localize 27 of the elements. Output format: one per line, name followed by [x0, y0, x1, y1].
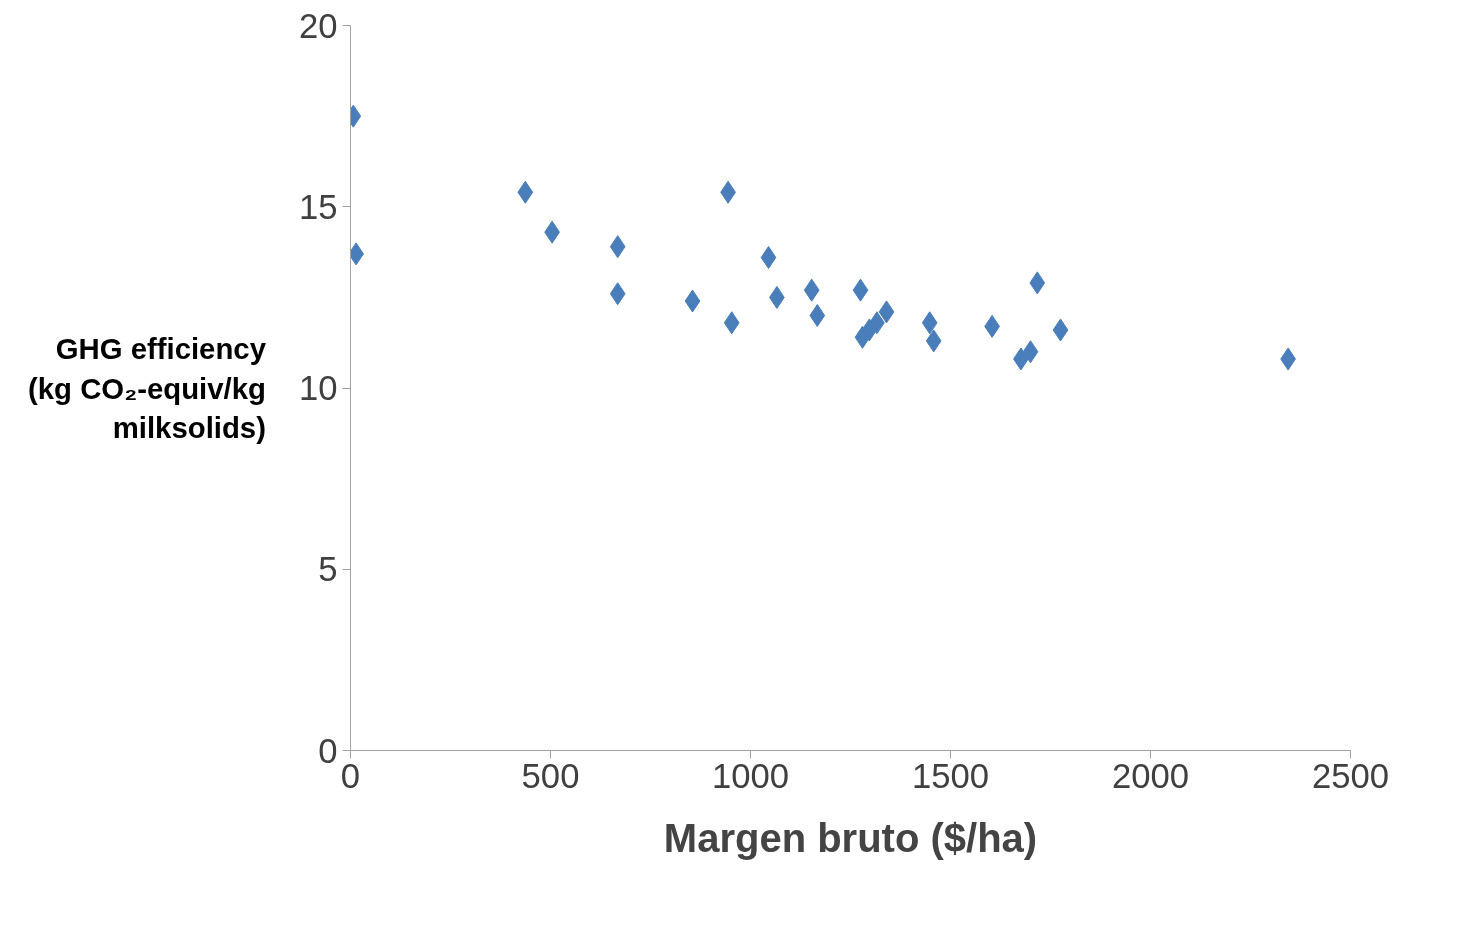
y-axis-title: GHG efficiency (kg CO₂-equiv/kg milksolids) [28, 331, 267, 445]
point [723, 311, 740, 335]
point [609, 235, 626, 259]
point [852, 278, 869, 302]
x-tick-label: 2500 [1311, 756, 1390, 795]
point [925, 329, 942, 353]
y-tick-label: 10 [298, 369, 338, 407]
y-tick-label: 0 [318, 731, 338, 770]
point [1052, 318, 1069, 342]
point [878, 300, 895, 324]
point [803, 278, 820, 302]
y-tick-label: 5 [318, 550, 338, 589]
y-tick-label: 20 [298, 6, 338, 45]
x-tick-label: 1000 [711, 756, 790, 795]
x-tick-label: 500 [521, 756, 580, 795]
x-axis-title: Margen bruto ($/ha) [663, 815, 1038, 860]
y-tick-label: 15 [298, 187, 338, 226]
point [809, 304, 826, 327]
x-tick-label: 2000 [1111, 756, 1190, 795]
x-tick-label: 1500 [911, 756, 990, 795]
point [1022, 340, 1039, 364]
point [684, 289, 701, 313]
point [609, 282, 626, 306]
point [760, 246, 777, 269]
point [921, 311, 938, 335]
point [517, 180, 534, 204]
point [1029, 271, 1046, 295]
